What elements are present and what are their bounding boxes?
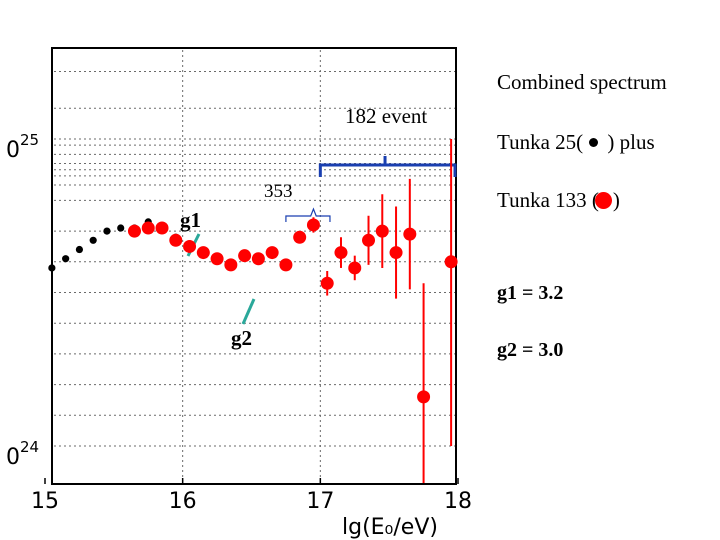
legend-g2: g2 = 3.0 bbox=[497, 339, 564, 361]
x-axis-label: lg(E₀/eV) bbox=[342, 515, 438, 540]
error-bars bbox=[174, 139, 453, 483]
tunka133-point bbox=[196, 246, 210, 260]
tunka25-point bbox=[117, 224, 125, 232]
legend-tunka25: Tunka 25( ) plus bbox=[497, 130, 655, 155]
range-bracket-353 bbox=[285, 207, 331, 222]
tunka133-point bbox=[403, 227, 417, 241]
legend-title: Combined spectrum bbox=[497, 70, 667, 94]
tunka133-point bbox=[141, 221, 155, 235]
count-353-label: 353 bbox=[264, 181, 293, 202]
legend-tunka25-suffix: ) plus bbox=[602, 130, 655, 154]
legend-tunka25-prefix: Tunka 25( bbox=[497, 130, 584, 154]
y-tick-exponent: 25 bbox=[20, 131, 39, 149]
annotations: 182 event 353 g1 g2 bbox=[180, 104, 457, 350]
legend-tunka133: Tunka 133 () bbox=[497, 188, 620, 213]
x-tick-label: 18 bbox=[444, 489, 472, 514]
g2-arrow bbox=[241, 298, 256, 325]
tunka133-point bbox=[444, 255, 458, 269]
legend-g1: g1 = 3.2 bbox=[497, 282, 564, 304]
g2-label: g2 bbox=[231, 326, 252, 350]
y-tick-exponent: 24 bbox=[20, 438, 39, 456]
red-dot-icon bbox=[594, 191, 612, 209]
tunka133-point bbox=[389, 246, 403, 260]
tunka133-point bbox=[183, 239, 197, 253]
event-bracket bbox=[318, 156, 457, 177]
x-tick-label: 17 bbox=[306, 489, 334, 514]
x-tick-label: 16 bbox=[169, 489, 197, 514]
x-axis-ticks: 15 16 17 18 bbox=[31, 478, 472, 514]
tunka133-point bbox=[169, 233, 183, 247]
tunka133-point bbox=[210, 252, 224, 266]
legend-tunka133-suffix: ) bbox=[612, 188, 620, 212]
black-dot-icon bbox=[589, 138, 599, 148]
tunka133-point bbox=[362, 233, 376, 247]
tunka133-point bbox=[279, 258, 293, 272]
tunka25-point bbox=[75, 245, 84, 254]
tunka133-point bbox=[417, 390, 431, 404]
tunka133-point bbox=[348, 261, 362, 275]
tunka133-point bbox=[375, 224, 389, 238]
legend-tunka133-prefix: Tunka 133 ( bbox=[497, 188, 599, 212]
tunka133-point bbox=[238, 249, 252, 263]
x-tick-label: 15 bbox=[31, 489, 59, 514]
tunka133-point bbox=[334, 246, 348, 260]
g1-label: g1 bbox=[180, 208, 201, 232]
tunka133-point bbox=[320, 276, 334, 290]
grid-lines bbox=[54, 50, 455, 482]
tunka25-point bbox=[89, 236, 97, 244]
event-count-label: 182 event bbox=[345, 104, 427, 128]
tunka133-point bbox=[127, 224, 141, 238]
tunka133-point bbox=[293, 230, 307, 244]
tunka133-point bbox=[155, 221, 169, 235]
tunka133-point bbox=[251, 252, 265, 266]
tunka25-point bbox=[62, 255, 70, 263]
y-tick-label: 025 bbox=[6, 131, 39, 163]
tunka133-point bbox=[224, 258, 238, 272]
y-tick-label: 024 bbox=[6, 438, 39, 470]
data-points bbox=[48, 218, 458, 404]
tunka133-point bbox=[265, 246, 279, 260]
y-axis-ticks: 025 024 bbox=[6, 131, 39, 470]
tunka133-point bbox=[306, 218, 320, 232]
tunka25-point bbox=[48, 264, 56, 272]
tunka25-point bbox=[103, 227, 111, 235]
